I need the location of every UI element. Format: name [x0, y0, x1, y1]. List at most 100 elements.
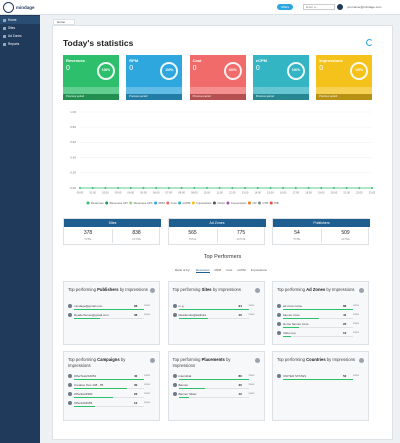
page-title: Today's statistics: [63, 38, 134, 48]
sidebar-item[interactable]: Ad Zones: [8, 34, 22, 38]
row-unit: views: [144, 313, 150, 317]
legend-swatch: [86, 201, 90, 205]
legend-label: CTR: [262, 201, 268, 205]
top-card: Top performing Countries by Impressions …: [272, 351, 369, 421]
rank-tab[interactable]: RPM: [214, 268, 222, 272]
row-icon: [68, 401, 72, 405]
row-unit: views: [144, 374, 150, 378]
row-name: m.g: [178, 304, 184, 308]
y-tick-label: 0.00: [70, 186, 76, 190]
row-icon: [172, 313, 177, 317]
row-icon: [68, 304, 72, 308]
legend-swatch: [247, 201, 251, 205]
x-tick-label: 06:00: [153, 191, 160, 195]
row-bar: [178, 396, 189, 398]
stat-label: Revenues: [66, 58, 85, 63]
series-point: [358, 187, 361, 189]
rank-tab[interactable]: Cost: [226, 268, 233, 272]
settings-icon[interactable]: [254, 288, 260, 293]
row-value: 96: [134, 304, 138, 308]
x-tick-label: 02:00: [102, 191, 109, 195]
row-icon: [172, 304, 177, 308]
series-point: [294, 187, 297, 189]
stat-percent: 100%: [291, 68, 300, 72]
row-bar: [283, 335, 292, 337]
summary-header: Ad Zones: [168, 219, 266, 227]
stat-card: Impressions 0 100% Previous period: [316, 55, 373, 100]
legend-swatch: [226, 201, 230, 205]
user-email[interactable]: yourname@mindage.com: [347, 5, 382, 9]
row-icon: [277, 304, 281, 308]
top-card-title-post: by Impressions: [172, 357, 231, 368]
sidebar-item[interactable]: Sites: [8, 26, 16, 30]
stat-percent: 100%: [101, 68, 111, 72]
sidebar-active: [0, 16, 40, 24]
x-tick-label: 07:00: [166, 191, 173, 195]
stat-footer: Previous period: [189, 94, 246, 100]
stat-sparkline: [189, 87, 246, 94]
legend-label: Impressions: [196, 201, 212, 205]
series-point: [320, 187, 323, 189]
row-track: [178, 387, 249, 389]
section-title: Top Performers: [203, 254, 242, 260]
settings-icon[interactable]: [359, 288, 364, 293]
row-track: [178, 396, 249, 398]
y-tick-label: 1.00: [70, 110, 76, 114]
summary-header: Sites: [64, 219, 161, 227]
row-bar: [74, 378, 144, 380]
search-icon[interactable]: [337, 4, 343, 10]
row-bar: [178, 387, 205, 389]
sidebar-item[interactable]: Home: [8, 18, 17, 22]
row-name: ad zone name: [283, 304, 303, 308]
settings-icon[interactable]: [150, 358, 155, 363]
top-card: Top performing Publishers by Impressions…: [63, 281, 160, 345]
x-tick-label: 03:00: [115, 191, 122, 195]
row-name: Creative Test 108 - 85: [74, 383, 104, 387]
breadcrumb-tab[interactable]: Home: [53, 19, 75, 25]
settings-icon[interactable]: [254, 358, 260, 363]
legend-swatch: [269, 201, 273, 205]
x-tick-label: 20:00: [331, 191, 338, 195]
row-name: interstitial: [178, 374, 192, 378]
settings-icon[interactable]: [150, 288, 155, 293]
summary-label: TOTAL: [84, 238, 92, 241]
x-tick-label: 17:00: [293, 191, 300, 195]
legend-label: RPM: [159, 201, 166, 205]
series-point: [345, 187, 348, 189]
row-unit: views: [353, 313, 359, 317]
sidebar-item[interactable]: Reports: [8, 42, 20, 46]
series-point: [307, 187, 310, 189]
row-name: Banner: [178, 383, 189, 387]
summary-panel: Ad Zones 565 TOTAL 775 ACTIVE: [167, 218, 266, 245]
series-point: [142, 187, 145, 189]
refresh-icon[interactable]: [366, 39, 373, 46]
search-box[interactable]: Enter a...: [303, 4, 335, 10]
x-tick-label: 22:00: [356, 191, 363, 195]
stat-footer: Previous period: [252, 94, 309, 100]
rank-tab[interactable]: eCPM: [237, 268, 246, 272]
series-point: [269, 187, 272, 189]
offers-button[interactable]: Offers: [277, 4, 293, 10]
series-point: [231, 187, 234, 189]
top-card-title-post: by Impressions: [119, 287, 148, 292]
legend-label: Conversions: [231, 201, 247, 205]
summary-label: ACTIVE: [132, 238, 141, 241]
x-tick-label: 09:00: [191, 191, 198, 195]
summary-panel: Sites 378 TOTAL 838 ACTIVE: [63, 218, 161, 245]
legend-label: Revenues: [91, 201, 104, 205]
x-tick-label: 21:00: [343, 191, 350, 195]
row-name: mindage@gmail.com: [74, 304, 103, 308]
series-point: [193, 187, 196, 189]
row-unit: views: [144, 401, 150, 405]
row-icon: [68, 383, 72, 387]
summary-divider: [321, 229, 322, 243]
rank-tab[interactable]: Impressions: [250, 268, 267, 272]
settings-icon[interactable]: [359, 358, 364, 363]
stat-card: RPM 0 100% Previous period: [126, 55, 183, 100]
rank-tab[interactable]: Revenues: [196, 268, 210, 273]
x-tick-label: 16:00: [280, 191, 287, 195]
summary-divider: [112, 229, 113, 243]
stat-footer: Previous period: [126, 94, 183, 100]
legend-swatch: [191, 201, 195, 205]
row-icon: [277, 322, 281, 326]
